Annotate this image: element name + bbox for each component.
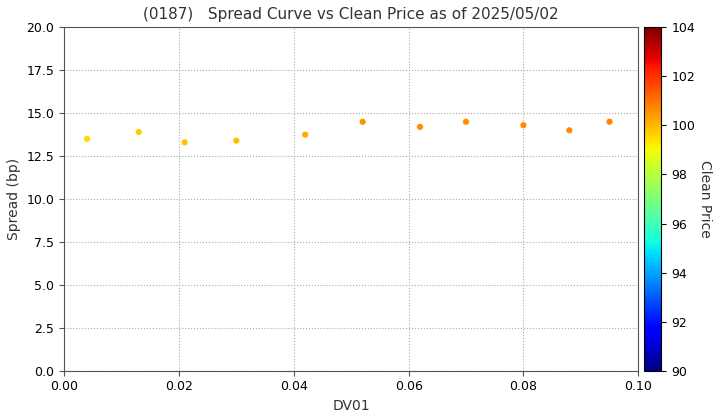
Point	[230, 137, 242, 144]
Y-axis label: Clean Price: Clean Price	[698, 160, 712, 238]
Point	[300, 131, 311, 138]
X-axis label: DV01: DV01	[333, 399, 370, 413]
Point	[179, 139, 190, 146]
Point	[564, 127, 575, 134]
Point	[604, 118, 616, 125]
Point	[81, 136, 93, 142]
Point	[518, 122, 529, 129]
Point	[357, 118, 369, 125]
Point	[460, 118, 472, 125]
Y-axis label: Spread (bp): Spread (bp)	[7, 158, 21, 240]
Point	[414, 123, 426, 130]
Point	[133, 129, 145, 135]
Title: (0187)   Spread Curve vs Clean Price as of 2025/05/02: (0187) Spread Curve vs Clean Price as of…	[143, 7, 559, 22]
